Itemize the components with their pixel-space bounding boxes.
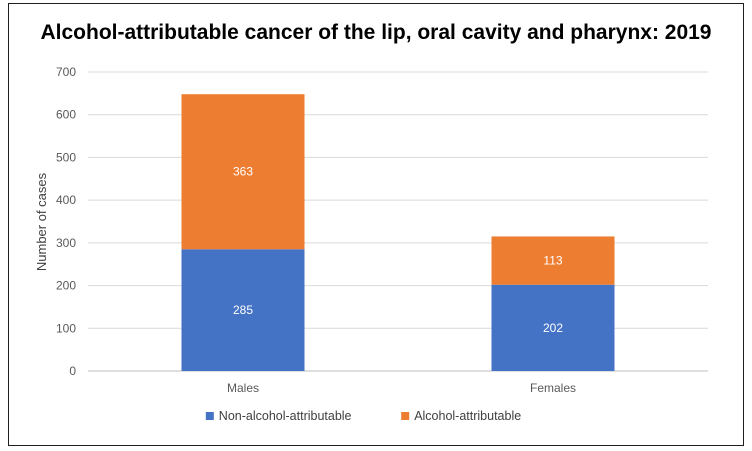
chart-frame (8, 3, 744, 446)
data-label-males-non-alcohol-attributable: 285 (233, 303, 253, 317)
data-label-females-non-alcohol-attributable: 202 (543, 321, 563, 335)
y-tick-label-100: 100 (56, 321, 76, 335)
y-tick-label-600: 600 (56, 108, 76, 122)
grid (88, 71, 708, 372)
chart-title: Alcohol-attributable cancer of the lip, … (40, 21, 711, 44)
x-axis-ticks: Males Females (227, 381, 576, 395)
y-tick-label-500: 500 (56, 150, 76, 164)
y-tick-label-300: 300 (56, 236, 76, 250)
legend-label-non-alcohol-attributable: Non-alcohol-attributable (219, 409, 352, 423)
y-tick-label-200: 200 (56, 279, 76, 293)
bar-females-alcohol-attributable (491, 236, 615, 285)
x-tick-label-males: Males (227, 381, 259, 395)
y-tick-label-0: 0 (69, 364, 76, 378)
legend-swatch-alcohol-attributable (401, 412, 410, 420)
legend-label-alcohol-attributable: Alcohol-attributable (414, 409, 521, 423)
data-label-females-alcohol-attributable: 113 (543, 254, 562, 268)
y-axis-title: Number of cases (34, 172, 49, 271)
y-tick-label-700: 700 (56, 65, 76, 79)
data-label-males-alcohol-attributable: 363 (233, 165, 253, 179)
bar-males-non-alcohol-attributable (181, 249, 305, 371)
x-tick-label-females: Females (530, 381, 576, 395)
y-axis-ticks: 0 100 200 300 400 500 600 700 (56, 65, 76, 378)
bar-males-alcohol-attributable (181, 94, 305, 250)
y-tick-label-400: 400 (56, 193, 76, 207)
legend-swatch-non-alcohol-attributable (205, 412, 214, 420)
bar-females-non-alcohol-attributable (491, 284, 615, 371)
legend: Non-alcohol-attributable Alcohol-attribut… (205, 409, 521, 423)
bars: 285 363 202 113 (181, 94, 615, 371)
